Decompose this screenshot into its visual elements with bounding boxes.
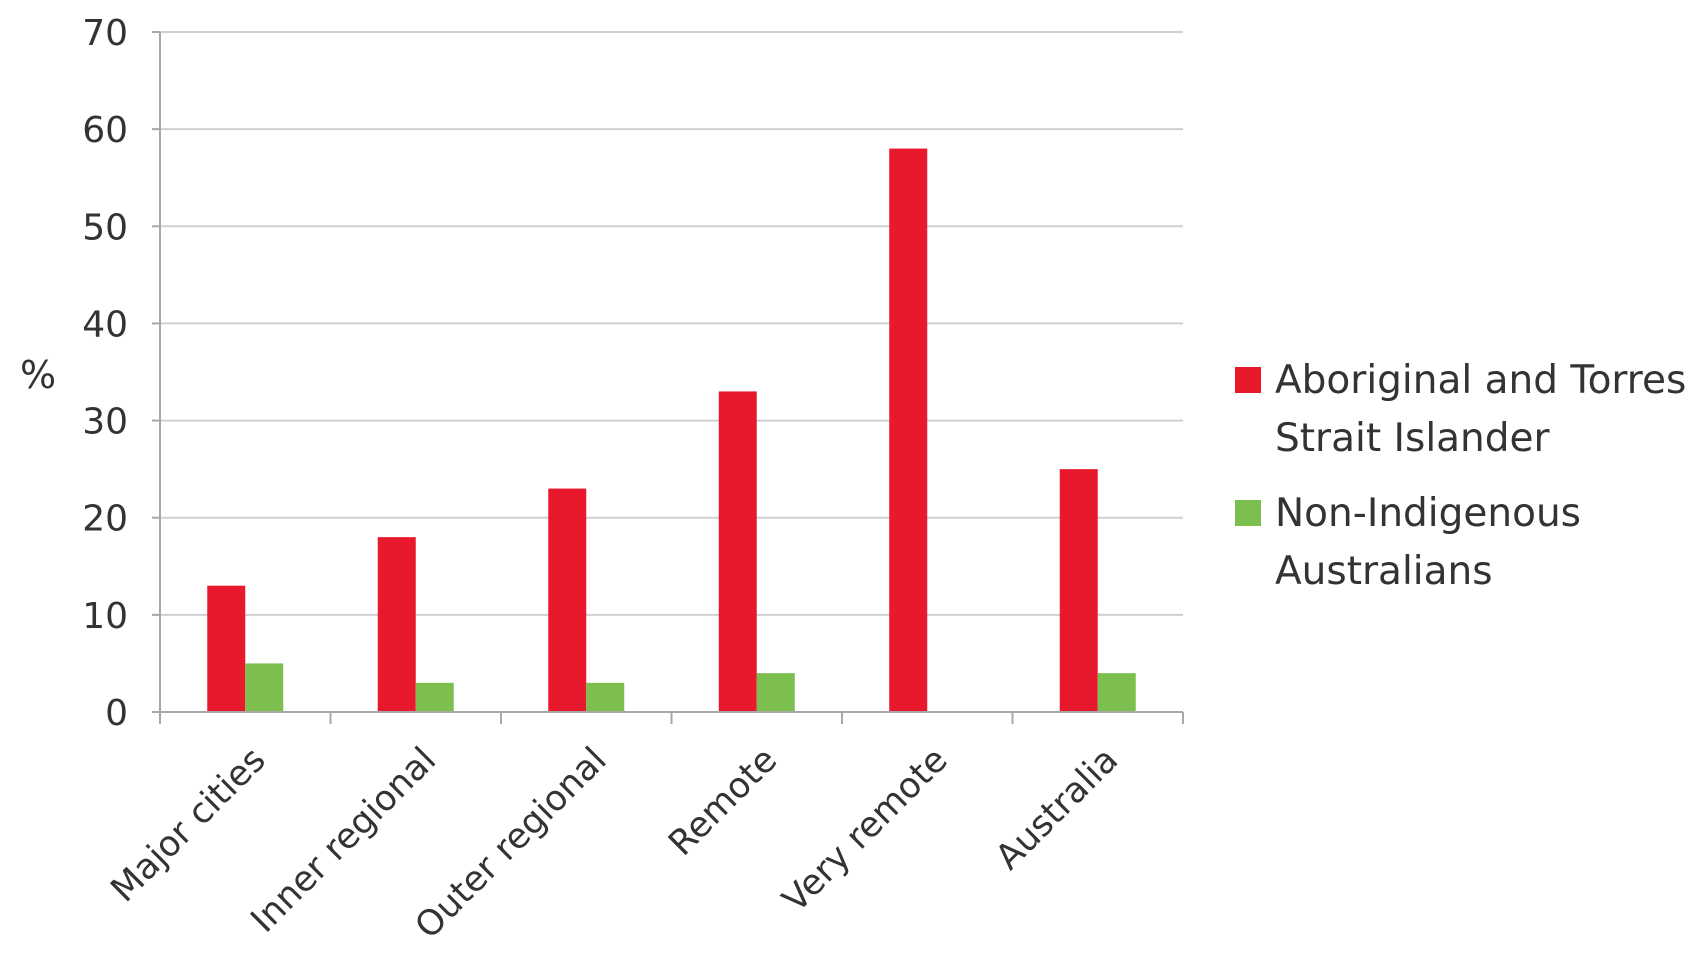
y-tick-label: 20	[82, 499, 128, 540]
x-category-label: Australia	[988, 740, 1126, 878]
legend: Aboriginal and Torres Strait Islander Non-…	[1235, 358, 1686, 594]
bar-aboriginal	[377, 537, 416, 712]
legend-swatch	[1235, 367, 1261, 393]
y-tick-label: 10	[82, 596, 128, 637]
bar-non-indigenous	[756, 673, 795, 712]
bar-aboriginal	[207, 585, 246, 712]
y-tick-label: 40	[82, 304, 128, 345]
y-tick-label: 70	[82, 13, 128, 54]
y-tick-label: 30	[82, 402, 128, 443]
bar-aboriginal	[548, 488, 587, 712]
bar-non-indigenous	[1097, 673, 1136, 712]
y-tick-label: 0	[105, 693, 128, 734]
bar-aboriginal	[1059, 469, 1098, 712]
x-category-label: Remote	[661, 740, 785, 864]
bar-non-indigenous	[586, 682, 625, 712]
legend-label: Aboriginal and Torres	[1275, 358, 1686, 403]
bars	[207, 148, 1136, 713]
bar-aboriginal	[889, 148, 928, 713]
bar-non-indigenous	[245, 663, 284, 712]
bar-aboriginal	[718, 391, 757, 712]
legend-label: Australians	[1275, 549, 1493, 594]
y-axis-title: %	[20, 353, 56, 397]
grid-lines	[160, 31, 1183, 616]
x-category-label: Major cities	[104, 740, 274, 910]
y-tick-label: 60	[82, 110, 128, 151]
legend-swatch	[1235, 500, 1261, 526]
legend-label: Non-Indigenous	[1275, 491, 1581, 536]
legend-label: Strait Islander	[1275, 416, 1551, 461]
y-tick-label: 50	[82, 207, 128, 248]
x-category-label: Inner regional	[244, 740, 445, 941]
bar-non-indigenous	[415, 682, 454, 712]
x-category-label: Very remote	[775, 740, 955, 920]
